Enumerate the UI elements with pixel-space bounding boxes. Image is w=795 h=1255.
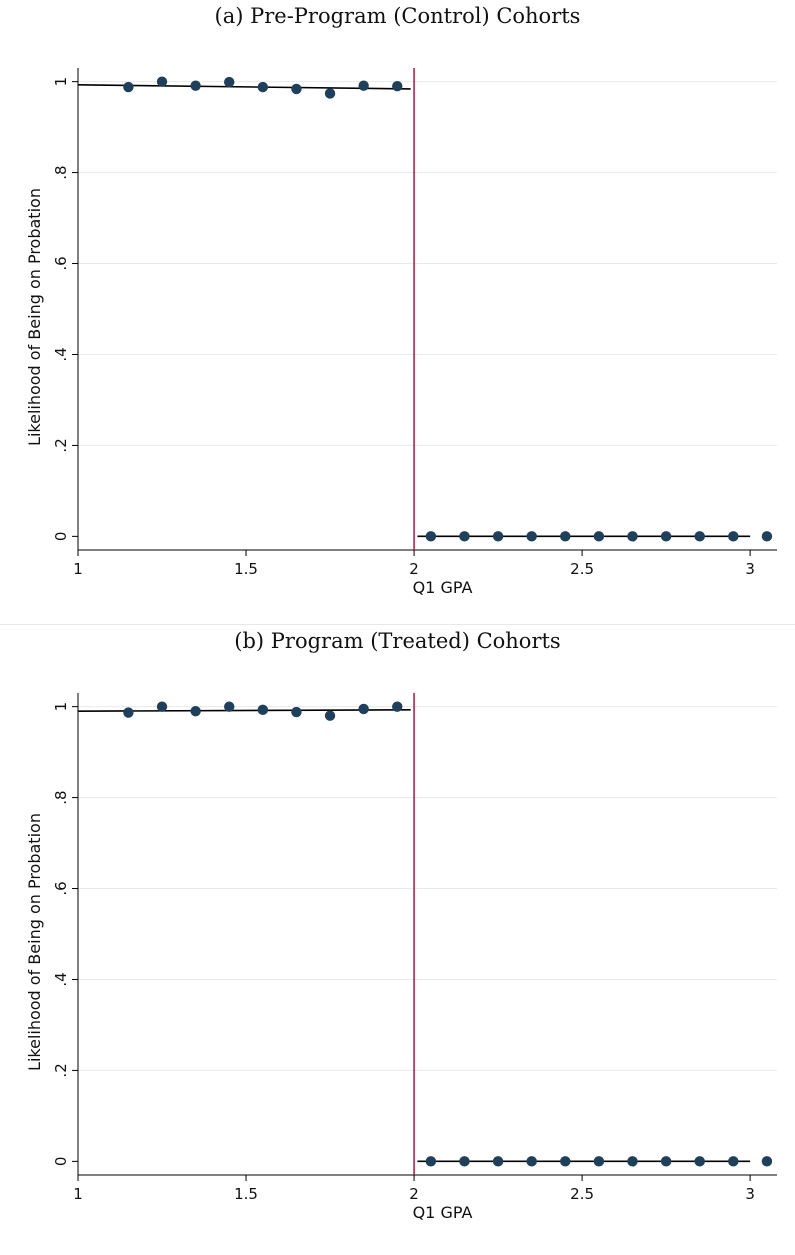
fit-line [77,709,411,712]
data-point [728,1156,739,1167]
chart-panel-b: 0 .2 .4 .6 .8 1 1 1.5 2 2.5 3 Q1 GPA Likelihood of B… [25,693,777,1222]
data-point [291,83,302,95]
x-axis-label: Q1 GPA [413,1203,473,1222]
y-tick-label: .2 [52,1063,70,1077]
data-point [728,531,739,542]
y-tick-label: 1 [52,702,70,712]
data-point [761,1156,773,1167]
data-point [593,1156,605,1167]
y-tick-label: 0 [52,532,70,542]
data-point [660,1156,672,1167]
data-point [560,531,571,542]
y-axis-label: Likelihood of Being on Probation [25,188,44,446]
panel-divider [0,624,795,625]
data-point [560,1156,571,1167]
fit-line [77,84,411,90]
data-point [224,76,235,88]
x-tick-label: 1.5 [234,1185,258,1203]
y-tick-label: .6 [52,256,70,270]
data-point [492,531,504,542]
data-point [358,703,369,715]
x-tick-label: 1 [73,560,83,578]
data-point [123,707,134,718]
data-point [492,1156,504,1167]
data-point [694,1156,705,1167]
y-tick-label: .4 [52,972,70,986]
data-point [761,531,773,542]
data-point [123,81,134,93]
data-point [324,710,336,721]
panel-b-title: (b) Program (Treated) Cohorts [234,629,561,653]
y-tick-label: .2 [52,438,70,452]
data-point [190,80,201,91]
data-point [459,1156,470,1167]
data-point [156,701,168,712]
x-tick-label: 3 [745,1185,755,1203]
y-tick-label: .4 [52,347,70,361]
chart-panel-a: 0 .2 .4 .6 .8 1 1 1.5 2 2.5 3 Q1 GPA Likelihood of B… [25,68,777,597]
data-point [392,701,403,712]
data-point [526,531,537,542]
x-tick-label: 2 [409,560,419,578]
data-point [190,705,201,717]
data-point [224,701,235,712]
x-axis-label: Q1 GPA [413,578,473,597]
data-point [291,706,302,718]
data-point [627,1156,638,1167]
data-point [526,1156,537,1167]
x-tick-label: 3 [745,560,755,578]
y-tick-label: 0 [52,1157,70,1167]
data-point [425,531,437,542]
data-point [425,1156,437,1167]
x-tick-label: 2.5 [570,1185,594,1203]
data-point [257,704,269,716]
panel-a-title: (a) Pre-Program (Control) Cohorts [214,4,581,28]
data-point [324,88,336,99]
data-point [694,531,705,542]
x-tick-label: 2.5 [570,560,594,578]
y-tick-label: .8 [52,790,70,804]
data-point [660,531,672,542]
y-axis-label: Likelihood of Being on Probation [25,813,44,1071]
y-tick-label: .6 [52,881,70,895]
x-tick-label: 1 [73,1185,83,1203]
data-point [358,80,369,91]
data-point [593,531,605,542]
x-tick-label: 2 [409,1185,419,1203]
data-point [392,80,403,92]
data-point [257,81,269,93]
data-point [627,531,638,542]
y-tick-label: 1 [52,77,70,87]
x-tick-label: 1.5 [234,560,258,578]
data-point [156,76,168,87]
data-point [459,531,470,542]
y-tick-label: .8 [52,165,70,179]
